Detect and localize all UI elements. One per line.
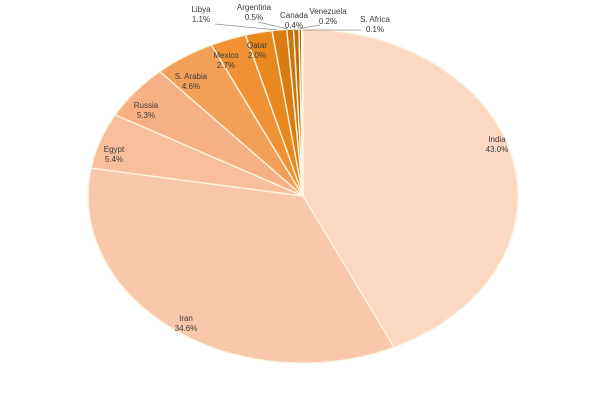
slice-label-argentina-name: Argentina [237, 3, 272, 12]
slice-label-iran-percent: 34.6% [175, 324, 198, 333]
slice-label-argentina-percent: 0.5% [245, 13, 263, 22]
leader-line-venezuela [297, 24, 321, 30]
slice-label-egypt-name: Egypt [104, 145, 125, 154]
slice-label-s-arabia-percent: 4.6% [182, 82, 200, 91]
leader-line-canada [293, 28, 296, 32]
slice-label-canada-name: Canada [280, 11, 309, 20]
slice-label-egypt-percent: 5.4% [105, 155, 123, 164]
slice-label-s-africa-name: S. Africa [360, 15, 390, 24]
slice-label-s-africa-percent: 0.1% [366, 25, 384, 34]
slice-label-venezuela-percent: 0.2% [319, 17, 337, 26]
slice-label-mexico-name: Mexico [213, 51, 239, 60]
slice-label-russia-percent: 5.3% [137, 111, 155, 120]
slice-label-russia-name: Russia [134, 101, 159, 110]
pie-slice-india [302, 28, 519, 348]
slice-label-s-arabia-name: S. Arabia [175, 72, 208, 81]
slice-label-venezuela-name: Venezuela [309, 7, 347, 16]
slice-label-india-percent: 43.0% [486, 145, 509, 154]
slice-label-qatar-percent: 2.0% [248, 51, 266, 60]
slice-label-canada-percent: 0.4% [285, 21, 303, 30]
slice-label-mexico-percent: 2.7% [217, 61, 235, 70]
pie-slice-iran [87, 167, 395, 364]
pie-slice-s-africa [300, 28, 304, 197]
slice-label-qatar-name: Qatar [247, 41, 267, 50]
leader-line-libya [214, 23, 278, 31]
slice-label-libya-percent: 1.1% [192, 15, 210, 24]
leader-line-argentina [257, 21, 289, 30]
slice-label-libya-name: Libya [191, 5, 211, 14]
slice-label-india-name: India [488, 135, 506, 144]
slice-label-iran-name: Iran [179, 314, 193, 323]
